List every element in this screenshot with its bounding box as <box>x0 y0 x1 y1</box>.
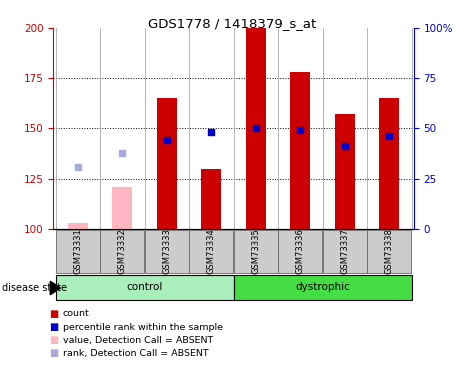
FancyBboxPatch shape <box>56 230 100 273</box>
Bar <box>335 114 355 229</box>
Text: ■: ■ <box>49 335 58 345</box>
Point <box>74 164 82 170</box>
Text: GSM73332: GSM73332 <box>118 228 127 274</box>
FancyBboxPatch shape <box>56 275 233 300</box>
FancyBboxPatch shape <box>234 230 278 273</box>
Text: value, Detection Call = ABSENT: value, Detection Call = ABSENT <box>63 336 213 345</box>
Text: GSM73336: GSM73336 <box>296 228 305 274</box>
FancyBboxPatch shape <box>145 230 189 273</box>
FancyBboxPatch shape <box>367 230 412 273</box>
Text: percentile rank within the sample: percentile rank within the sample <box>63 322 223 332</box>
Bar <box>201 169 221 229</box>
Text: GSM73331: GSM73331 <box>73 228 82 274</box>
Text: GSM73335: GSM73335 <box>252 228 260 274</box>
Point <box>163 138 171 144</box>
Text: dystrophic: dystrophic <box>295 282 350 292</box>
Point <box>119 150 126 156</box>
FancyBboxPatch shape <box>279 230 322 273</box>
FancyBboxPatch shape <box>323 230 367 273</box>
Point <box>252 125 259 132</box>
FancyBboxPatch shape <box>233 275 412 300</box>
Text: GSM73337: GSM73337 <box>340 228 349 274</box>
Bar <box>68 223 88 229</box>
Point <box>297 128 304 134</box>
Bar <box>157 98 177 229</box>
Text: control: control <box>126 282 163 292</box>
FancyBboxPatch shape <box>189 230 233 273</box>
Text: count: count <box>63 309 90 318</box>
Bar <box>246 28 266 229</box>
Polygon shape <box>50 281 60 295</box>
Point <box>208 129 215 135</box>
Text: GSM73333: GSM73333 <box>162 228 172 274</box>
Text: rank, Detection Call = ABSENT: rank, Detection Call = ABSENT <box>63 349 208 358</box>
Text: ■: ■ <box>49 348 58 358</box>
Text: GSM73338: GSM73338 <box>385 228 394 274</box>
Text: GDS1778 / 1418379_s_at: GDS1778 / 1418379_s_at <box>148 17 317 30</box>
Point <box>341 144 349 150</box>
Bar <box>379 98 399 229</box>
Text: GSM73334: GSM73334 <box>207 228 216 274</box>
Point <box>385 134 393 140</box>
Text: disease state: disease state <box>2 283 67 293</box>
Bar <box>113 187 133 229</box>
Text: ■: ■ <box>49 309 58 319</box>
Bar <box>290 72 311 229</box>
FancyBboxPatch shape <box>100 230 145 273</box>
Text: ■: ■ <box>49 322 58 332</box>
